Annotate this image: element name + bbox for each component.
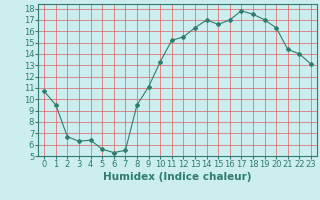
X-axis label: Humidex (Indice chaleur): Humidex (Indice chaleur) [103, 172, 252, 182]
